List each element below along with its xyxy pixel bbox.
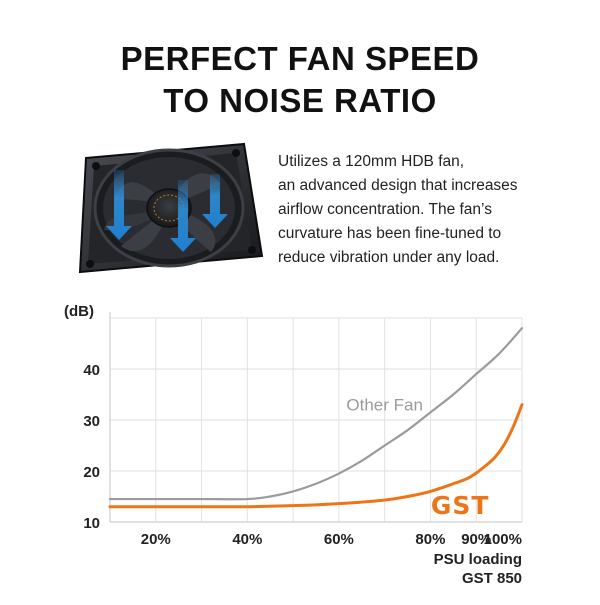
noise-chart: 10 20 30 40 (dB) 20% 40% 60% 80% 90% 100% PSU loadi…: [0, 300, 600, 600]
description-line: Utilizes a 120mm HDB fan,: [278, 153, 465, 170]
description-line: an advanced design that increases: [278, 177, 518, 194]
x-tick-label: 90%: [461, 531, 491, 548]
y-tick-label: 10: [83, 515, 100, 532]
x-tick-label: 60%: [324, 531, 354, 548]
noise-chart-svg: 10 20 30 40 (dB) 20% 40% 60% 80% 90%100% PSU loadi…: [64, 303, 524, 587]
feature-description: Utilizes a 120mm HDB fan, an advanced de…: [278, 150, 578, 270]
other-fan-line: [108, 327, 524, 501]
gst-line: [108, 403, 524, 509]
cooling-fan-icon: [78, 142, 264, 274]
x-axis-sublabel: GST 850: [462, 570, 522, 587]
airflow-arrows: [106, 170, 228, 252]
x-tick-label: 100%: [484, 531, 522, 548]
x-axis-label: PSU loading: [434, 551, 522, 568]
description-line: reduce vibration under any load.: [278, 249, 500, 266]
headline: PERFECT FAN SPEED TO NOISE RATIO: [0, 38, 600, 122]
description-line: curvature has been fine-tuned to: [278, 225, 502, 242]
y-tick-label: 40: [83, 362, 100, 379]
headline-line-2: TO NOISE RATIO: [163, 82, 437, 119]
x-tick-label: 80%: [415, 531, 445, 548]
description-line: airflow concentration. The fan’s: [278, 201, 492, 218]
y-tick-label: 20: [83, 464, 100, 481]
other-fan-label: Other Fan: [346, 396, 423, 415]
x-tick-label: 40%: [232, 531, 262, 548]
gst-label: GST: [431, 491, 490, 520]
y-tick-label: 30: [83, 413, 100, 430]
x-tick-label: 20%: [141, 531, 171, 548]
fan-image: [66, 140, 266, 280]
headline-line-1: PERFECT FAN SPEED: [120, 40, 480, 77]
y-axis-label: (dB): [64, 303, 94, 320]
